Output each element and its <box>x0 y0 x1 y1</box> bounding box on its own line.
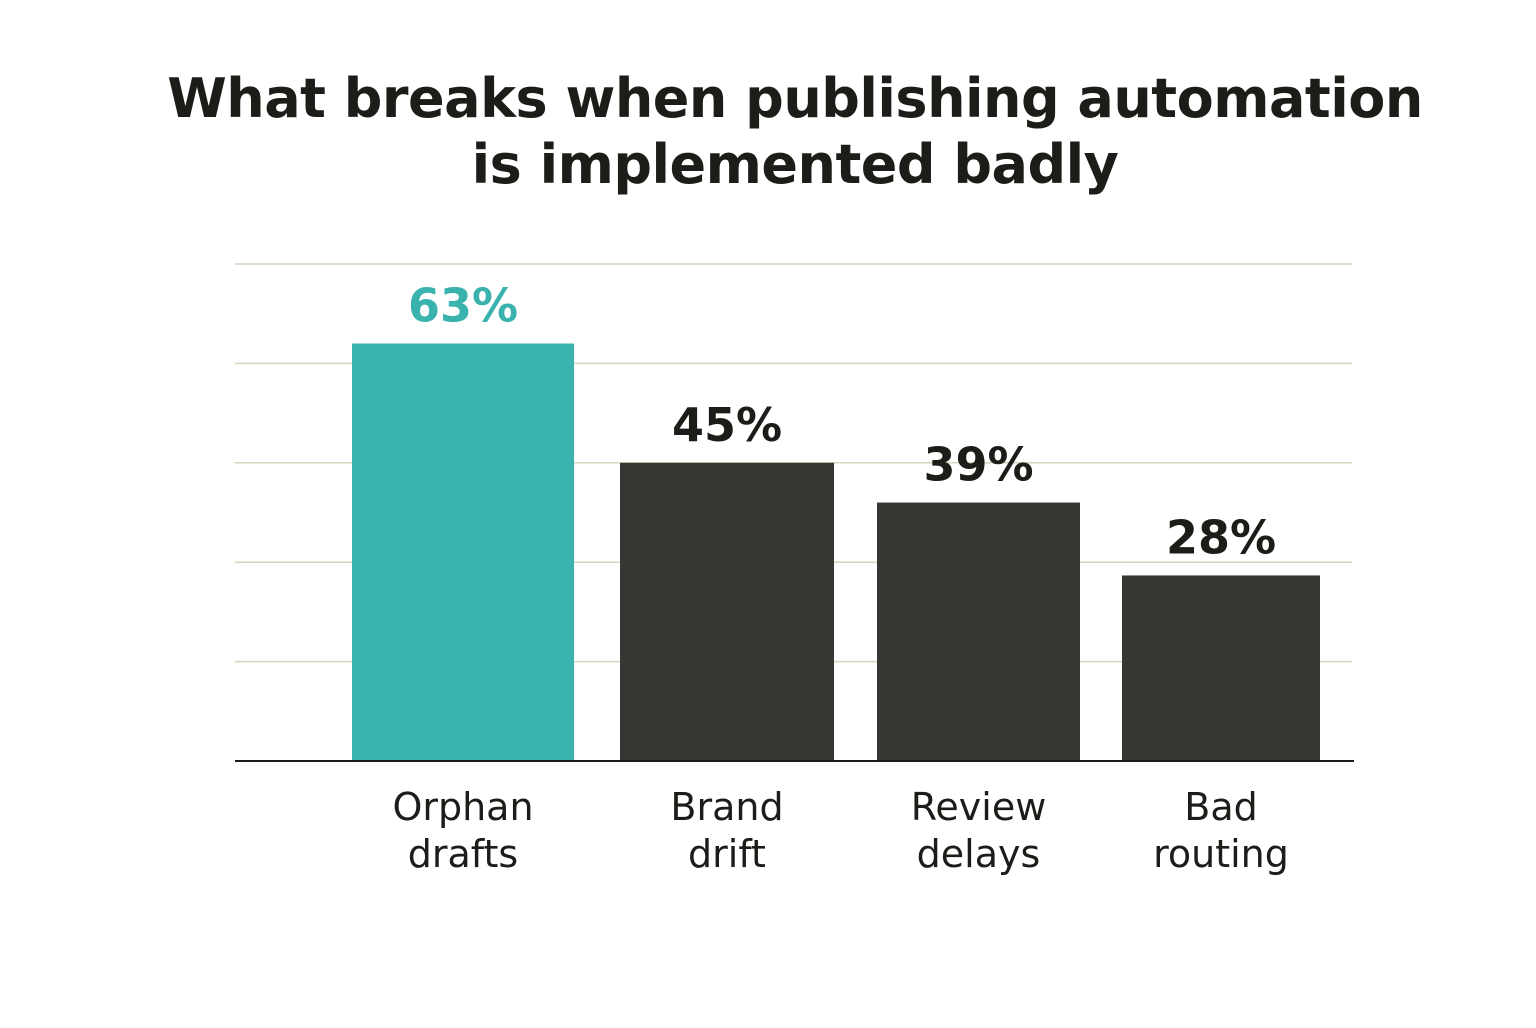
category-label: Orphan drafts <box>392 785 533 876</box>
category-label: Bad routing <box>1153 785 1289 876</box>
bar <box>620 462 834 761</box>
chart-title: What breaks when publishing automation i… <box>167 67 1423 196</box>
category-labels: Orphan drafts Brand drift Review delays Bad rou… <box>392 785 1288 876</box>
value-label: 39% <box>923 438 1033 492</box>
category-label: Review delays <box>911 785 1047 876</box>
value-labels: 63% 45% 39% 28% <box>408 279 1276 565</box>
category-label: Brand drift <box>670 785 783 876</box>
value-label: 63% <box>408 279 518 333</box>
value-label: 28% <box>1166 510 1276 564</box>
bars <box>352 343 1320 761</box>
bar <box>1122 575 1320 761</box>
bar <box>877 502 1080 761</box>
bar <box>352 343 574 761</box>
value-label: 45% <box>672 398 782 452</box>
